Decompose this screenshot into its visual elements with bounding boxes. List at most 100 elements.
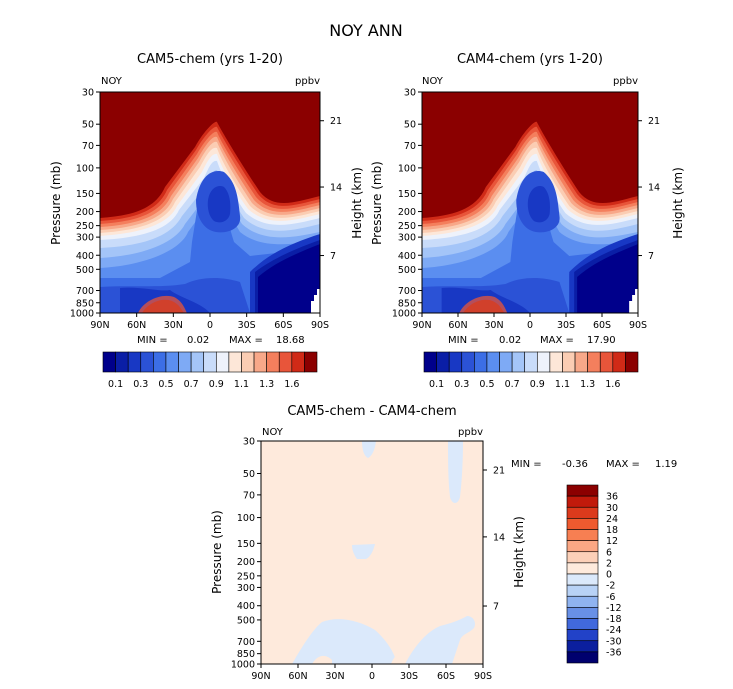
colorbar-label: 24: [606, 514, 618, 525]
variable-label-cam5: NOY: [101, 76, 123, 87]
colorbar-label: 0: [606, 570, 612, 581]
colorbar-swatch: [566, 551, 599, 564]
y-right-tick-label: 14: [493, 532, 505, 543]
contour-band: [312, 655, 332, 664]
max-label: MAX =: [229, 335, 263, 346]
x-tick-label: 30N: [325, 671, 344, 682]
variable-label-cam4: NOY: [422, 76, 444, 87]
variable-label-difference: NOY: [262, 427, 284, 438]
colorbar-cam5: 0.1 0.3 0.5 0.7 0.9 1.1 1.3 1.6: [102, 351, 318, 390]
x-tick-label: 30N: [164, 320, 183, 331]
ylabel: Pressure (mb): [210, 510, 224, 594]
colorbar-swatch: [566, 629, 599, 642]
contour-band: [292, 619, 396, 664]
colorbar-swatch: [566, 529, 599, 541]
y-right-tick-label: 21: [330, 116, 342, 127]
colorbar-swatch: [536, 351, 551, 373]
y-tick-label: 400: [76, 251, 94, 262]
colorbar-swatch: [566, 584, 599, 597]
colorbar-label: 0.9: [209, 379, 224, 390]
y-tick-label: 400: [237, 601, 255, 612]
ylabel-right: Height (km): [350, 167, 364, 238]
colorbar-swatch: [566, 540, 599, 553]
colorbar-swatch: [574, 351, 588, 373]
units-label-cam4: ppbv: [613, 76, 638, 87]
contour-field-difference: [261, 441, 483, 664]
colorbar-label: 0.3: [133, 379, 148, 390]
colorbar-label: 18: [606, 525, 618, 536]
y-tick-label: 1000: [70, 309, 94, 320]
colorbar-swatch: [499, 351, 513, 373]
colorbar-swatch: [474, 351, 488, 373]
colorbar-label: -2: [606, 581, 615, 592]
ylabel: Pressure (mb): [49, 161, 63, 245]
x-tick-label: 90N: [251, 671, 270, 682]
x-tick-label: 60S: [274, 320, 292, 331]
colorbar-swatch: [511, 351, 526, 373]
units-label-cam5: ppbv: [295, 76, 320, 87]
y-tick-label: 50: [404, 120, 416, 131]
x-tick-label: 30S: [400, 671, 418, 682]
y-right-tick-label: 14: [330, 183, 342, 194]
contour-band: [391, 651, 407, 664]
y-tick-label: 500: [398, 265, 416, 276]
contour-band: [577, 244, 638, 313]
y-tick-label: 150: [237, 539, 255, 550]
contour-band: [629, 289, 638, 313]
y-tick-label: 70: [404, 141, 416, 152]
colorbar-label: 0.7: [505, 379, 520, 390]
x-tick-label: 60N: [127, 320, 146, 331]
y-right-tick-label: 7: [648, 251, 654, 262]
min-value: 0.02: [187, 335, 209, 346]
y-tick-label: 1000: [392, 309, 416, 320]
colorbar-label: 1.1: [234, 379, 249, 390]
colorbar-swatch: [566, 495, 599, 508]
contour-band: [405, 616, 476, 664]
x-tick-label: 60N: [448, 320, 467, 331]
colorbar-swatch: [241, 351, 255, 373]
colorbar-swatch: [625, 351, 639, 373]
y-right-tick-label: 21: [493, 465, 505, 476]
y-tick-label: 70: [82, 141, 94, 152]
colorbar-label: 2: [606, 558, 612, 569]
colorbar-swatch: [278, 351, 293, 373]
panel-cam5: CAM5-chem (yrs 1-20) NOY ppbv: [49, 52, 364, 390]
colorbar-swatch: [215, 351, 230, 373]
min-value: 0.02: [499, 335, 521, 346]
colorbar-swatch: [562, 351, 576, 373]
y-tick-label: 700: [398, 286, 416, 297]
panel-cam4: CAM4-chem (yrs 1-20) NOY ppbv 3050701001…: [370, 52, 685, 390]
colorbar-swatch: [599, 351, 614, 373]
y-tick-label: 500: [237, 615, 255, 626]
y-tick-label: 100: [76, 163, 94, 174]
colorbar-swatch: [266, 351, 280, 373]
colorbar-label: 36: [606, 492, 618, 503]
y-tick-label: 850: [398, 298, 416, 309]
panel-title-cam5: CAM5-chem (yrs 1-20): [137, 52, 283, 67]
y-tick-label: 700: [237, 637, 255, 648]
colorbar-label: 0.1: [429, 379, 444, 390]
colorbar-label: 0.5: [479, 379, 494, 390]
y-right-tick-label: 7: [330, 251, 336, 262]
colorbar-swatch: [165, 351, 179, 373]
y-right-tick-label: 14: [648, 183, 660, 194]
colorbar-label: 1.6: [605, 379, 620, 390]
x-tick-label: 30S: [238, 320, 256, 331]
y-tick-label: 200: [398, 207, 416, 218]
y-tick-label: 30: [243, 437, 255, 448]
colorbar-swatch: [102, 351, 116, 373]
colorbar-label: 12: [606, 536, 618, 547]
colorbar-label: 1.1: [555, 379, 570, 390]
contour-field-cam4: [422, 92, 638, 313]
y-tick-label: 30: [404, 88, 416, 99]
contour-band: [207, 186, 231, 223]
y-tick-label: 300: [398, 233, 416, 244]
contour-band: [352, 544, 375, 559]
max-value: 17.90: [587, 335, 616, 346]
min-label: MIN =: [511, 459, 542, 470]
y-tick-label: 700: [76, 286, 94, 297]
colorbar-swatch: [486, 351, 500, 373]
colorbar-label: 6: [606, 547, 612, 558]
x-tick-label: 90N: [90, 320, 109, 331]
ylabel-right: Height (km): [671, 167, 685, 238]
